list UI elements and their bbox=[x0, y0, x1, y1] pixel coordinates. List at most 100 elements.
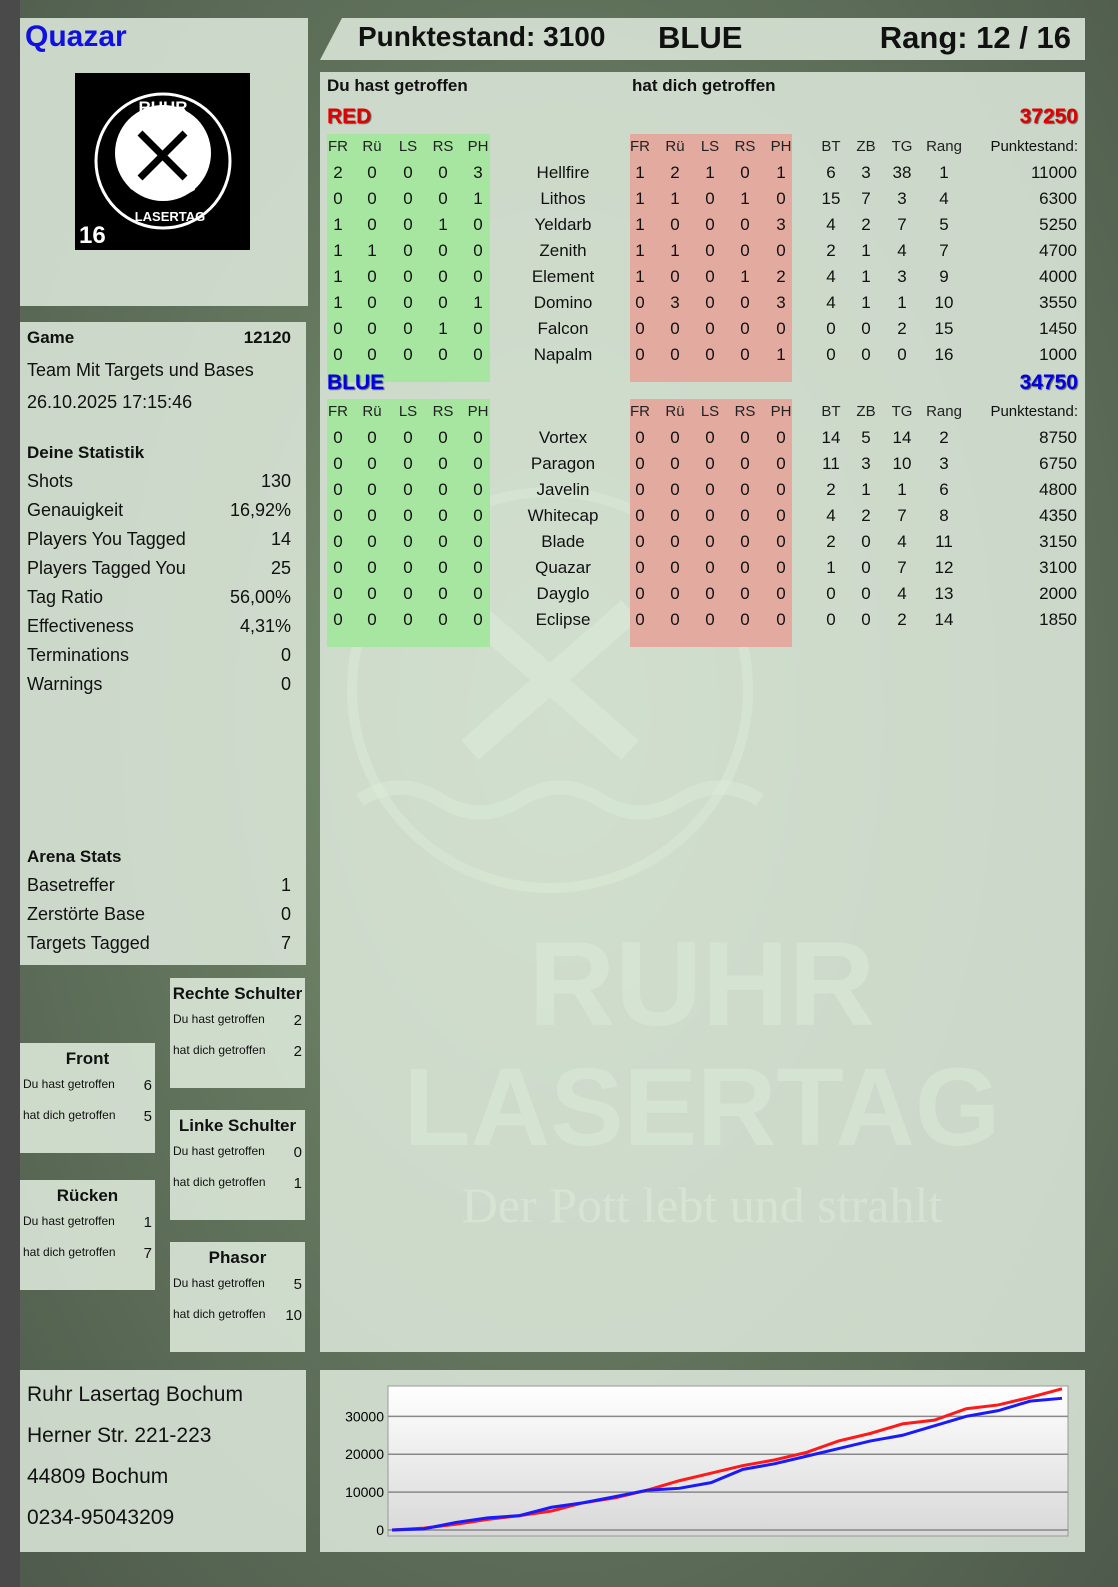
player-name: Falcon bbox=[537, 319, 589, 338]
you-hit-cell: 0 bbox=[438, 163, 448, 182]
player-score: 3150 bbox=[1039, 532, 1077, 551]
player-name: Element bbox=[531, 267, 595, 286]
hit-you-cell: 1 bbox=[635, 267, 645, 286]
zone-value: 5 bbox=[293, 1276, 302, 1293]
stats-panel bbox=[20, 322, 306, 965]
hit-you-cell: 1 bbox=[635, 163, 645, 182]
player-score: 6750 bbox=[1039, 454, 1077, 473]
you-hit-cell: 0 bbox=[438, 454, 448, 473]
stat-row: Terminations 0 bbox=[27, 645, 291, 666]
player-score: 6300 bbox=[1039, 189, 1077, 208]
hit-you-cell: 0 bbox=[670, 215, 680, 234]
you-hit-cell: 0 bbox=[403, 558, 413, 577]
hit-you-cell: 0 bbox=[635, 584, 645, 603]
team-name-blue: BLUE bbox=[327, 371, 385, 394]
you-hit-heading: Du hast getroffen bbox=[327, 76, 468, 95]
column-header: RS bbox=[734, 403, 756, 420]
hit-you-cell: 0 bbox=[740, 558, 750, 577]
you-hit-cell: 0 bbox=[473, 241, 483, 260]
hit-you-cell: 0 bbox=[776, 480, 786, 499]
stat-cell: 4 bbox=[897, 532, 907, 551]
you-hit-cell: 0 bbox=[367, 163, 377, 182]
column-header: Rü bbox=[362, 403, 382, 420]
address-line: 0234-95043209 bbox=[27, 1506, 175, 1529]
hit-you-cell: 0 bbox=[705, 189, 715, 208]
team-total-red: 37250 bbox=[1019, 105, 1078, 128]
you-hit-cell: 0 bbox=[438, 584, 448, 603]
stat-value: 130 bbox=[260, 471, 291, 491]
player-score: 8750 bbox=[1039, 428, 1077, 447]
hit-zone-rücken: Rücken Du hast getroffen 1 hat dich getroff… bbox=[20, 1180, 155, 1290]
stat-cell: 9 bbox=[939, 267, 949, 286]
hit-you-cell: 0 bbox=[776, 532, 786, 551]
hit-you-cell: 0 bbox=[635, 480, 645, 499]
hit-you-cell: 0 bbox=[670, 480, 680, 499]
you-hit-cell: 1 bbox=[333, 293, 343, 312]
hit-you-cell: 0 bbox=[670, 428, 680, 447]
hit-you-cell: 1 bbox=[635, 215, 645, 234]
stat-cell: 4 bbox=[826, 267, 836, 286]
column-header: LS bbox=[398, 138, 418, 155]
stat-value: 4,31% bbox=[239, 616, 291, 636]
y-tick-label: 0 bbox=[376, 1522, 384, 1538]
column-header: Rü bbox=[665, 138, 685, 155]
you-hit-cell: 0 bbox=[333, 610, 343, 629]
stat-cell: 16 bbox=[934, 345, 954, 364]
you-hit-cell: 0 bbox=[367, 584, 377, 603]
hit-you-cell: 0 bbox=[740, 506, 750, 525]
stat-cell: 3 bbox=[897, 189, 907, 208]
zone-you-hit-row: Du hast getroffen 0 bbox=[170, 1144, 305, 1161]
hit-you-cell: 0 bbox=[776, 610, 786, 629]
player-name: Blade bbox=[541, 532, 585, 551]
player-name: Lithos bbox=[540, 189, 586, 208]
player-name: Javelin bbox=[536, 480, 590, 499]
you-hit-cell: 1 bbox=[333, 215, 343, 234]
player-score: 4350 bbox=[1039, 506, 1077, 525]
you-hit-cell: 0 bbox=[333, 506, 343, 525]
column-header: Rü bbox=[362, 138, 382, 155]
stat-cell: 1 bbox=[897, 480, 907, 499]
you-hit-cell: 0 bbox=[473, 610, 483, 629]
you-hit-cell: 0 bbox=[403, 506, 413, 525]
stat-cell: 7 bbox=[897, 558, 907, 577]
hit-you-cell: 0 bbox=[635, 319, 645, 338]
zone-hit-you-row: hat dich getroffen 7 bbox=[20, 1245, 155, 1262]
player-score: 3100 bbox=[1039, 558, 1077, 577]
column-header: Rü bbox=[665, 403, 685, 420]
column-header: BT bbox=[821, 403, 841, 420]
stat-cell: 7 bbox=[939, 241, 949, 260]
you-hit-cell: 0 bbox=[438, 428, 448, 447]
you-hit-cell: 0 bbox=[473, 558, 483, 577]
hit-you-cell: 0 bbox=[670, 267, 680, 286]
column-header: Punktestand: bbox=[990, 138, 1078, 155]
you-hit-cell: 0 bbox=[403, 584, 413, 603]
you-hit-bg bbox=[327, 399, 490, 647]
you-hit-cell: 0 bbox=[438, 241, 448, 260]
arena-title: Arena Stats bbox=[27, 847, 122, 866]
you-hit-cell: 1 bbox=[473, 293, 483, 312]
hit-you-cell: 0 bbox=[740, 610, 750, 629]
zone-you-hit-row: Du hast getroffen 6 bbox=[20, 1077, 155, 1094]
stat-value: 56,00% bbox=[229, 587, 291, 607]
stat-cell: 4 bbox=[939, 189, 949, 208]
zone-title: Linke Schulter bbox=[178, 1116, 297, 1135]
stat-value: 25 bbox=[270, 558, 291, 578]
zone-label: hat dich getroffen bbox=[173, 1307, 266, 1321]
zone-value: 2 bbox=[293, 1012, 302, 1029]
hit-you-cell: 2 bbox=[670, 163, 680, 182]
you-hit-cell: 1 bbox=[438, 319, 448, 338]
team-total-blue: 34750 bbox=[1019, 371, 1078, 394]
hit-you-cell: 1 bbox=[670, 241, 680, 260]
y-tick-label: 20000 bbox=[345, 1446, 384, 1462]
stat-row: Effectiveness 4,31% bbox=[27, 616, 291, 637]
hit-you-cell: 0 bbox=[670, 558, 680, 577]
hit-you-cell: 0 bbox=[776, 319, 786, 338]
you-hit-cell: 0 bbox=[438, 610, 448, 629]
you-hit-cell: 0 bbox=[403, 532, 413, 551]
stat-cell: 1 bbox=[826, 558, 836, 577]
stat-cell: 0 bbox=[826, 610, 836, 629]
player-score: 2000 bbox=[1039, 584, 1077, 603]
header-rank: Rang: 12 / 16 bbox=[879, 20, 1071, 55]
hit-you-cell: 0 bbox=[670, 319, 680, 338]
zone-value: 5 bbox=[143, 1108, 152, 1125]
